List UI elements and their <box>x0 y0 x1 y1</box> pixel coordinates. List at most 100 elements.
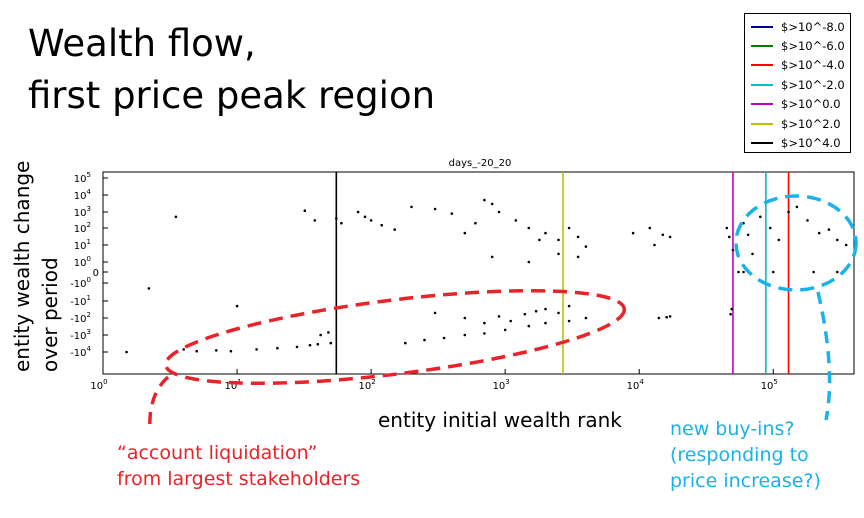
y-axis-label: entity wealth change over period <box>8 161 68 372</box>
data-point <box>631 231 635 235</box>
data-point <box>584 245 588 248</box>
legend-item: $>10^2.0 <box>745 114 850 133</box>
y-tick-label: -104 <box>70 345 91 359</box>
data-point <box>567 226 571 230</box>
data-point <box>319 333 322 337</box>
liquidation-annotation-line1: “account liquidation” <box>117 442 318 464</box>
x-tick-exponent: 2 <box>371 378 375 386</box>
data-point <box>576 235 580 239</box>
legend-item: $>10^-8.0 <box>745 17 850 36</box>
plot-frame <box>102 171 855 375</box>
data-point <box>729 312 732 316</box>
data-point <box>795 205 799 209</box>
y-tick-exponent: 0 <box>87 255 91 263</box>
data-point <box>356 210 360 214</box>
data-point <box>544 231 547 235</box>
data-point <box>534 309 538 313</box>
legend-label: $>10^-4.0 <box>781 58 845 73</box>
data-point <box>303 209 307 212</box>
y-tick-exponent: 2 <box>87 311 91 319</box>
data-point <box>836 270 839 274</box>
data-point <box>335 217 338 220</box>
legend-swatch <box>751 122 773 125</box>
data-point <box>746 233 750 237</box>
slide-title-line2: first price peak region <box>28 74 436 117</box>
y-tick-label: 101 <box>74 238 91 252</box>
data-point <box>668 315 672 318</box>
buyins-annotation: new buy-ins? (responding to price increa… <box>670 416 821 494</box>
data-point <box>503 328 507 332</box>
legend-label: $>10^-6.0 <box>781 39 845 54</box>
data-point <box>125 350 128 354</box>
data-point <box>661 233 665 237</box>
y-tick-label: -101 <box>70 294 91 308</box>
data-point <box>255 348 258 351</box>
y-tick-exponent: 4 <box>87 345 92 353</box>
legend-swatch <box>751 45 773 48</box>
chart-title: days_-20_20 <box>449 158 512 169</box>
data-point <box>433 207 437 211</box>
data-point <box>174 215 178 219</box>
y-tick-exponent: 3 <box>87 328 91 336</box>
data-point <box>772 270 775 274</box>
y-tick-exponent: 0 <box>87 276 91 284</box>
data-point <box>433 311 437 315</box>
legend-swatch <box>751 25 773 28</box>
data-point <box>497 315 501 318</box>
data-point <box>509 319 512 323</box>
x-axis-label: entity initial wealth rank <box>378 408 622 432</box>
data-point <box>730 307 734 311</box>
data-point <box>442 336 446 340</box>
data-point <box>483 198 486 202</box>
data-point <box>463 316 467 320</box>
data-point <box>276 346 279 350</box>
buyins-annotation-line3: price increase?) <box>670 470 821 492</box>
y-tick-exponent: 2 <box>87 221 91 229</box>
data-point <box>657 316 661 320</box>
data-point <box>423 338 426 342</box>
data-point <box>827 228 831 231</box>
data-point <box>759 215 762 219</box>
data-point <box>195 349 198 353</box>
data-point <box>313 219 317 222</box>
data-point <box>538 238 541 242</box>
legend-item: $>10^0.0 <box>745 95 850 114</box>
data-point <box>527 324 531 328</box>
x-tick-label: 103 <box>493 378 510 392</box>
data-point <box>182 348 185 351</box>
legend-label: $>10^-2.0 <box>781 77 845 92</box>
data-point <box>728 235 731 239</box>
data-point <box>731 248 735 252</box>
data-point <box>787 210 790 214</box>
data-point <box>653 243 656 247</box>
data-point <box>576 255 580 259</box>
data-point <box>567 319 571 323</box>
buyins-ellipse <box>734 194 858 292</box>
data-point <box>497 210 501 214</box>
data-point <box>235 304 239 308</box>
data-point <box>340 221 343 225</box>
data-point <box>229 349 233 353</box>
data-point <box>584 316 588 320</box>
data-point <box>665 315 668 319</box>
legend-item: $>10^-2.0 <box>745 75 850 94</box>
data-point <box>806 219 809 222</box>
y-tick-label: 104 <box>74 188 92 202</box>
data-point <box>363 215 367 219</box>
data-point <box>490 255 494 259</box>
liquidation-connector <box>148 375 170 431</box>
legend-item: $>10^4.0 <box>745 133 850 152</box>
liquidation-annotation-line2: from largest stakeholders <box>117 468 361 490</box>
slide-title: Wealth flow, first price peak region <box>28 18 435 122</box>
y-tick-label: -102 <box>70 311 91 325</box>
x-tick-label: 101 <box>224 378 241 392</box>
x-tick-label: 104 <box>627 378 645 392</box>
data-point <box>369 219 373 222</box>
y-axis-label-line2: over period <box>38 257 62 372</box>
y-tick-exponent: 5 <box>87 171 91 179</box>
y-tick-label: 100 <box>74 255 91 269</box>
y-tick-label: 105 <box>74 171 91 185</box>
data-point <box>327 331 330 334</box>
buyins-annotation-line2: (responding to <box>670 444 809 466</box>
